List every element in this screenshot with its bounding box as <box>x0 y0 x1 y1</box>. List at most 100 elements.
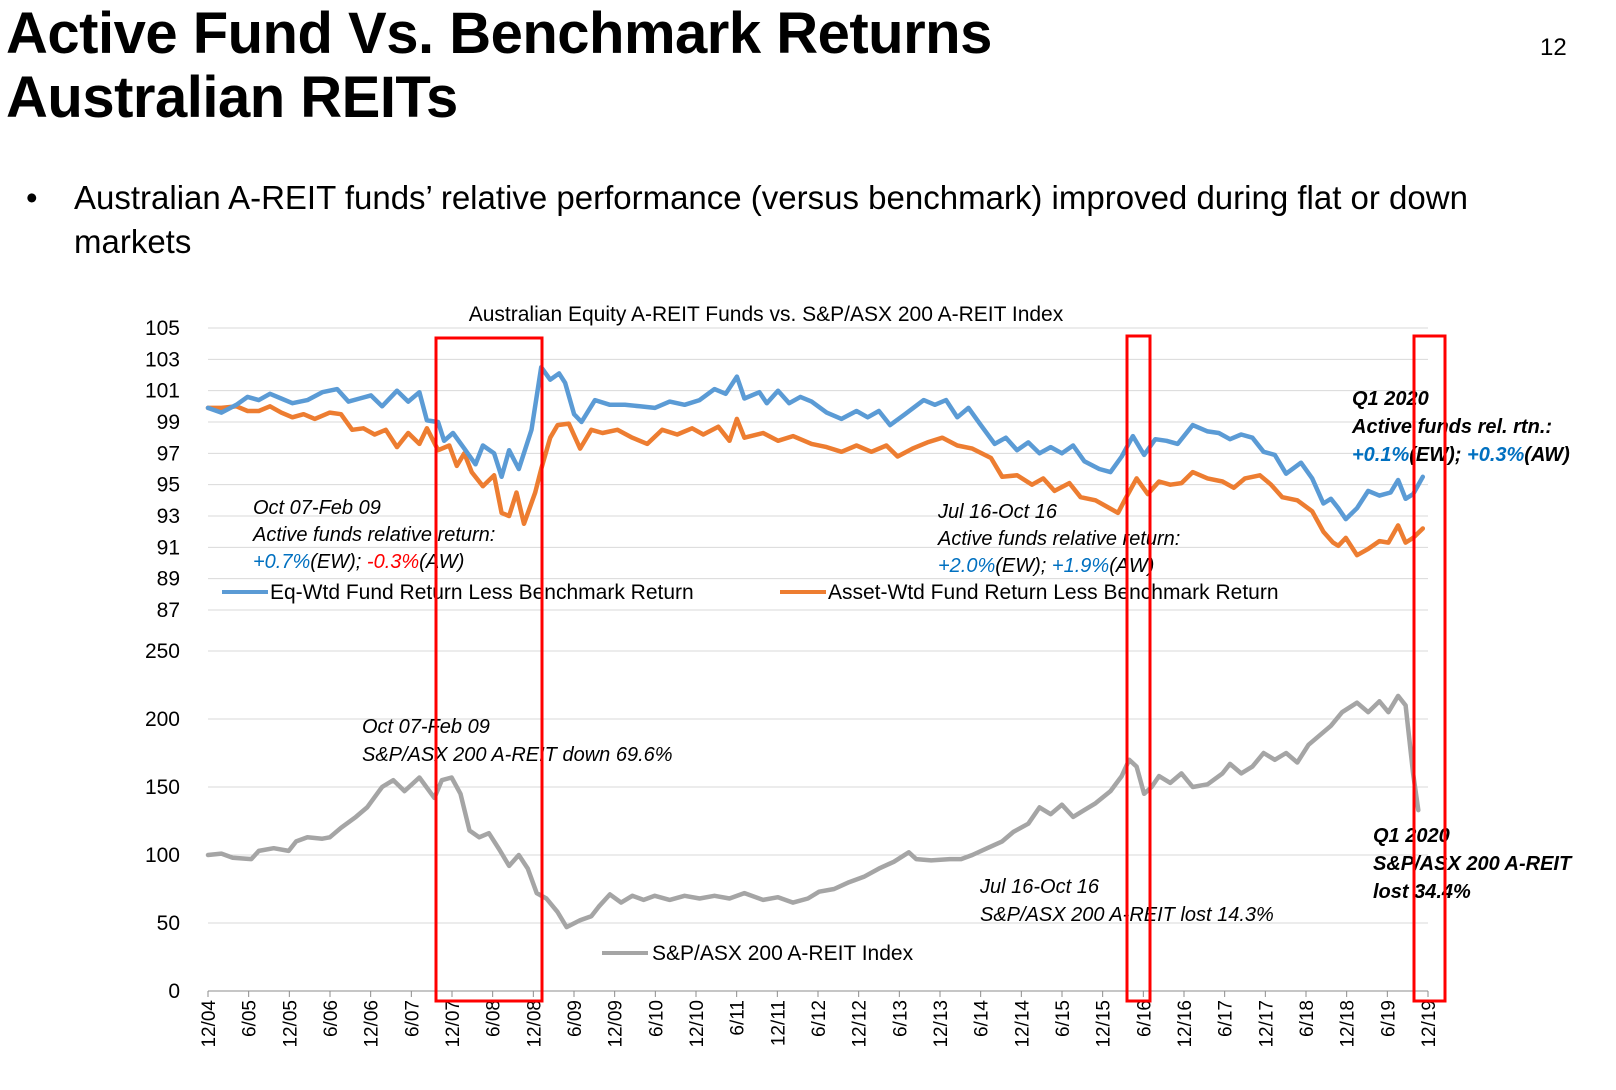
x-tick-label-20: 12/14 <box>1012 1000 1033 1048</box>
bullet-icon: • <box>26 179 38 216</box>
x-tick-label-0: 12/04 <box>199 1000 220 1048</box>
annotation-top-mid-ew-label: (EW); <box>995 555 1052 577</box>
annotation-top-right-ew-value: +0.1% <box>1352 444 1409 466</box>
highlight-box-gfc <box>434 336 544 1003</box>
axis-ticks: 105 103 101 99 97 95 93 91 89 87 250 200 150 100 50 0 12… <box>145 317 1440 1048</box>
y-tick-bottom-250: 250 <box>145 640 180 663</box>
x-tick-label-19: 6/14 <box>972 1000 993 1037</box>
gridlines <box>207 327 1429 997</box>
y-tick-top-101: 101 <box>145 380 180 403</box>
annotation-top-mid-ew-value: +2.0% <box>938 555 995 577</box>
annotation-top-mid-line3: +2.0%(EW); +1.9%(AW) <box>938 555 1154 577</box>
annotation-top-right-line2: Active funds rel. rtn.: <box>1351 416 1552 438</box>
legend-top: Eq-Wtd Fund Return Less Benchmark Return… <box>222 581 1279 604</box>
annotation-bottom-right-line2: S&P/ASX 200 A-REIT <box>1373 853 1573 875</box>
annotation-top-mid-aw-value: +1.9% <box>1052 555 1109 577</box>
x-tick-label-30: 12/19 <box>1419 1000 1440 1048</box>
y-tick-top-95: 95 <box>157 474 180 497</box>
legend-label-asset-wtd: Asset-Wtd Fund Return Less Benchmark Ret… <box>828 581 1279 604</box>
annotation-top-mid-aw-label: (AW) <box>1109 555 1154 577</box>
series-line-asset-wtd <box>205 404 1426 558</box>
x-tick-label-7: 6/08 <box>484 1000 505 1037</box>
x-tick-label-29: 6/19 <box>1378 1000 1399 1037</box>
annotation-top-mid: Jul 16-Oct 16 Active funds relative retu… <box>937 501 1180 577</box>
legend-label-index: S&P/ASX 200 A-REIT Index <box>652 942 914 965</box>
x-tick-label-8: 12/08 <box>524 1000 545 1048</box>
annotation-bottom-left-line1: Oct 07-Feb 09 <box>362 716 490 738</box>
highlight-box-q1-2020 <box>1412 334 1447 1003</box>
x-tick-label-28: 12/18 <box>1338 1000 1359 1048</box>
series-line-index <box>205 693 1421 930</box>
x-tick-label-16: 12/12 <box>850 1000 871 1048</box>
annotation-top-left-ew-value: +0.7% <box>253 551 310 573</box>
annotation-top-left-line2: Active funds relative return: <box>252 524 495 546</box>
annotation-bottom-right-line3: lost 34.4% <box>1373 881 1471 903</box>
annotation-top-left-line3: +0.7%(EW); -0.3%(AW) <box>253 551 464 573</box>
x-tick-label-6: 12/07 <box>443 1000 464 1048</box>
series-line-eq-wtd <box>205 364 1426 522</box>
annotation-top-right: Q1 2020 Active funds rel. rtn.: +0.1%(EW… <box>1351 388 1570 466</box>
y-tick-top-97: 97 <box>157 442 180 465</box>
y-tick-bottom-50: 50 <box>157 912 180 935</box>
annotation-bottom-left: Oct 07-Feb 09 S&P/ASX 200 A-REIT down 69… <box>362 716 673 766</box>
x-tick-label-23: 6/16 <box>1134 1000 1155 1037</box>
highlight-box-2016 <box>1125 334 1152 1003</box>
x-tick-label-1: 6/05 <box>240 1000 261 1037</box>
x-tick-label-11: 6/10 <box>646 1000 667 1037</box>
slide-title-line2: Australian REITs <box>6 65 458 130</box>
legend-bottom: S&P/ASX 200 A-REIT Index <box>602 942 914 965</box>
x-tick-label-9: 6/09 <box>565 1000 586 1037</box>
y-tick-top-99: 99 <box>157 411 180 434</box>
y-tick-top-89: 89 <box>157 568 180 591</box>
x-tick-label-21: 6/15 <box>1053 1000 1074 1037</box>
y-tick-top-91: 91 <box>157 536 180 559</box>
x-tick-label-15: 6/12 <box>809 1000 830 1037</box>
y-tick-top-87: 87 <box>157 599 180 622</box>
x-tick-label-12: 12/10 <box>687 1000 708 1048</box>
x-tick-label-22: 12/15 <box>1094 1000 1115 1048</box>
annotation-bottom-right-line1: Q1 2020 <box>1373 825 1450 847</box>
y-tick-bottom-150: 150 <box>145 776 180 799</box>
annotation-top-mid-line1: Jul 16-Oct 16 <box>937 501 1058 523</box>
y-tick-bottom-100: 100 <box>145 844 180 867</box>
legend-label-eq-wtd: Eq-Wtd Fund Return Less Benchmark Return <box>270 581 694 604</box>
annotation-top-left-ew-label: (EW); <box>310 551 367 573</box>
x-tick-label-5: 6/07 <box>402 1000 423 1037</box>
y-tick-top-103: 103 <box>145 348 180 371</box>
annotation-top-left-line1: Oct 07-Feb 09 <box>253 497 381 519</box>
chart-title: Australian Equity A-REIT Funds vs. S&P/A… <box>469 303 1064 326</box>
x-tick-label-17: 6/13 <box>890 1000 911 1037</box>
annotation-top-right-line1: Q1 2020 <box>1352 388 1429 410</box>
x-tick-label-26: 12/17 <box>1256 1000 1277 1048</box>
x-tick-label-18: 12/13 <box>931 1000 952 1048</box>
y-tick-top-93: 93 <box>157 505 180 528</box>
x-tick-label-25: 6/17 <box>1216 1000 1237 1037</box>
x-tick-label-24: 12/16 <box>1175 1000 1196 1048</box>
slide-title-line1: Active Fund Vs. Benchmark Returns <box>6 1 992 66</box>
y-tick-bottom-0: 0 <box>168 980 180 1003</box>
x-tick-label-13: 6/11 <box>728 1000 749 1036</box>
x-tick-label-10: 12/09 <box>606 1000 627 1048</box>
x-tick-label-27: 6/18 <box>1297 1000 1318 1037</box>
x-tick-label-4: 12/06 <box>362 1000 383 1048</box>
annotation-top-mid-line2: Active funds relative return: <box>937 528 1180 550</box>
y-tick-bottom-200: 200 <box>145 708 180 731</box>
annotation-top-right-ew-label: (EW); <box>1409 444 1467 466</box>
annotation-top-left: Oct 07-Feb 09 Active funds relative retu… <box>252 497 495 573</box>
series-lines <box>205 364 1426 930</box>
annotation-top-right-line3: +0.1%(EW); +0.3%(AW) <box>1352 444 1570 466</box>
annotation-bottom-right: Q1 2020 S&P/ASX 200 A-REIT lost 34.4% <box>1373 825 1573 903</box>
page-number: 12 <box>1540 34 1567 61</box>
annotation-bottom-mid-line1: Jul 16-Oct 16 <box>979 876 1100 898</box>
y-tick-top-105: 105 <box>145 317 180 340</box>
bullet-text: Australian A-REIT funds’ relative perfor… <box>74 179 1468 260</box>
x-tick-label-14: 12/11 <box>768 1000 789 1046</box>
annotation-bottom-left-line2: S&P/ASX 200 A-REIT down 69.6% <box>362 744 673 766</box>
slide-title: Active Fund Vs. Benchmark Returns Austra… <box>6 2 992 130</box>
annotation-top-right-aw-label: (AW) <box>1524 444 1570 466</box>
annotation-top-left-aw-value: -0.3% <box>367 551 419 573</box>
highlight-boxes <box>434 334 1447 1003</box>
annotation-top-left-aw-label: (AW) <box>419 551 464 573</box>
annotation-top-right-aw-value: +0.3% <box>1467 444 1524 466</box>
x-tick-label-3: 6/06 <box>321 1000 342 1037</box>
